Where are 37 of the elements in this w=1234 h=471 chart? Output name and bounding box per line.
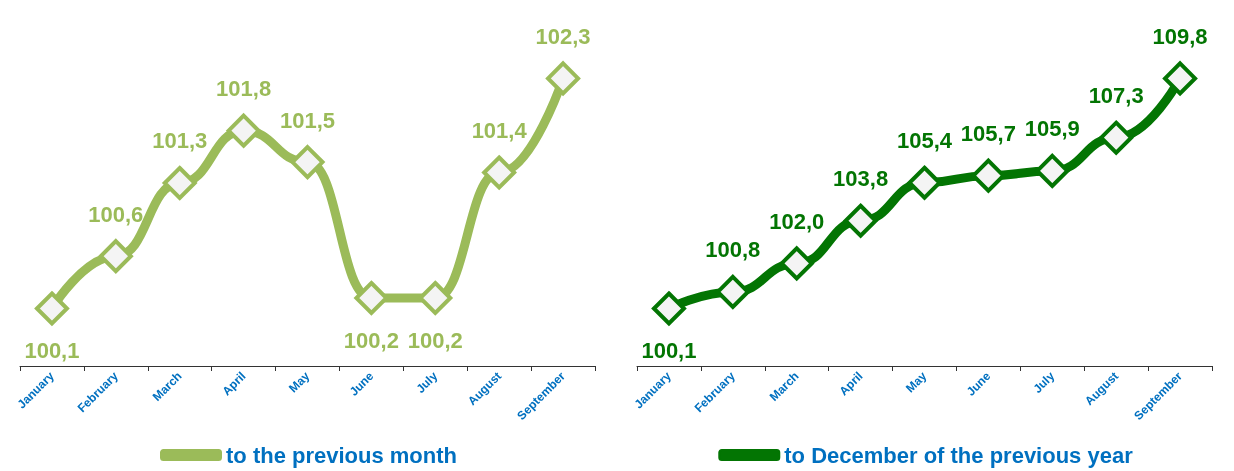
point xyxy=(418,281,453,316)
point xyxy=(226,113,261,148)
point xyxy=(1099,120,1134,155)
data-label: 100,8 xyxy=(705,237,761,263)
point xyxy=(1035,153,1070,188)
point xyxy=(34,291,69,326)
point xyxy=(1163,61,1198,96)
data-label: 102,0 xyxy=(769,208,825,234)
legend-label: to the previous month xyxy=(226,442,457,468)
data-label: 100,1 xyxy=(24,337,80,363)
data-label: 105,9 xyxy=(1024,116,1080,142)
point xyxy=(843,203,878,238)
data-label: 101,5 xyxy=(279,107,336,133)
data-label: 107,3 xyxy=(1088,83,1144,109)
data-label: 101,4 xyxy=(471,118,528,144)
data-label: 101,8 xyxy=(216,76,272,102)
legend-label: to December of the previous year xyxy=(784,442,1134,468)
point xyxy=(482,155,517,190)
point xyxy=(162,165,197,200)
point xyxy=(779,246,814,281)
data-label: 102,3 xyxy=(535,23,591,49)
point xyxy=(715,274,750,309)
data-label: 100,2 xyxy=(343,327,399,353)
data-label: 100,1 xyxy=(641,337,697,363)
point xyxy=(546,61,581,96)
data-label: 100,2 xyxy=(407,327,463,353)
data-label: 105,7 xyxy=(960,121,1016,147)
data-label: 100,6 xyxy=(88,201,144,227)
data-label: 101,3 xyxy=(152,128,208,154)
point xyxy=(907,165,942,200)
point xyxy=(971,158,1006,193)
point xyxy=(290,145,325,180)
point xyxy=(98,239,133,274)
point xyxy=(651,291,686,326)
data-label: 105,4 xyxy=(896,128,953,154)
data-label: 109,8 xyxy=(1152,23,1208,49)
data-label: 103,8 xyxy=(833,166,889,192)
